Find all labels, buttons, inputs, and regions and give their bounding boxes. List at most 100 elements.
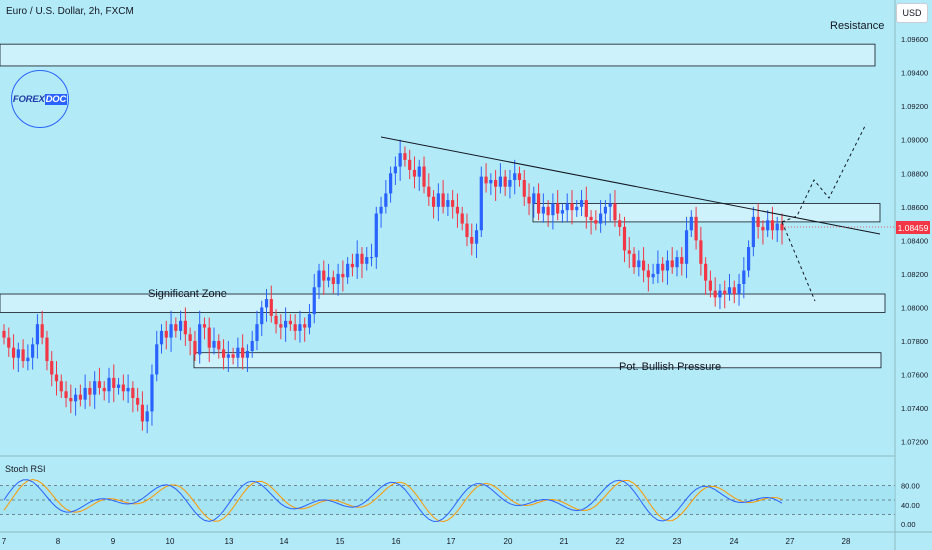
candle-body <box>431 196 436 207</box>
candle-body <box>274 315 278 325</box>
candle-body <box>412 169 417 177</box>
stoch-tick-label: 40.00 <box>901 501 920 510</box>
bearish-projection <box>781 221 816 302</box>
price-tick-label: 1.07800 <box>901 337 928 346</box>
candle-body <box>551 203 555 216</box>
candle-body <box>723 290 727 295</box>
symbol-title[interactable]: Euro / U.S. Dollar, 2h, FXCM <box>6 6 134 17</box>
candle-body <box>651 273 655 278</box>
candle-body <box>408 159 412 170</box>
candle-body <box>207 327 211 348</box>
candle-body <box>737 283 741 295</box>
resistance-label: Resistance <box>830 20 885 32</box>
candle-body <box>150 374 154 412</box>
candle-body <box>45 337 49 362</box>
stoch-k-line <box>3 479 783 522</box>
candle-body <box>565 203 569 211</box>
candle-body <box>661 263 665 271</box>
forexdoc-logo: FOREXDOC <box>11 70 69 128</box>
price-tick-label: 1.08600 <box>901 203 928 212</box>
candle-body <box>451 200 455 207</box>
candle-body <box>212 340 216 348</box>
time-tick-label: 9 <box>111 537 116 546</box>
candle-body <box>403 153 407 160</box>
price-tick-label: 1.08800 <box>901 169 928 178</box>
time-tick-label: 28 <box>842 537 851 546</box>
candle-body <box>622 226 627 251</box>
candle-body <box>83 387 87 400</box>
candle-body <box>145 411 149 422</box>
candle-body <box>116 384 121 388</box>
candle-body <box>174 324 178 331</box>
candle-body <box>2 330 6 338</box>
zone-box <box>193 352 882 369</box>
candle-body <box>360 253 364 264</box>
trendline <box>380 136 881 235</box>
candle-body <box>589 216 593 221</box>
candle-body <box>231 354 235 358</box>
candle-body <box>97 381 102 388</box>
candle-body <box>522 179 526 197</box>
zone-box <box>0 43 876 67</box>
candle-body <box>221 349 226 358</box>
candle-body <box>35 324 40 345</box>
candle-body <box>599 213 603 224</box>
candle-body <box>40 324 44 338</box>
time-tick-label: 14 <box>280 537 289 546</box>
candle-body <box>718 290 722 298</box>
candle-body <box>317 270 321 288</box>
current-price-label: 1.08459 <box>896 221 930 234</box>
stoch-tick-label: 80.00 <box>901 482 920 491</box>
candle-body <box>613 203 617 221</box>
time-tick-label: 27 <box>786 537 795 546</box>
candle-body <box>632 253 636 268</box>
candle-body <box>517 173 522 180</box>
bullish-projection <box>781 123 867 223</box>
candle-body <box>699 240 703 264</box>
candle-body <box>427 186 431 197</box>
time-tick-label: 21 <box>560 537 569 546</box>
candle-body <box>169 324 173 338</box>
candle-body <box>64 391 68 398</box>
candle-body <box>665 260 670 271</box>
stoch-tick-label: 0.00 <box>901 520 916 529</box>
candle-body <box>766 220 770 231</box>
stoch-d-line <box>3 478 783 523</box>
candle-body <box>575 206 579 211</box>
candle-body <box>126 387 130 392</box>
candle-body <box>50 361 54 375</box>
candle-body <box>560 210 565 214</box>
candle-body <box>441 193 445 207</box>
candle-body <box>680 257 684 264</box>
candle-body <box>446 200 450 207</box>
candle-body <box>350 263 355 268</box>
price-tick-label: 1.09600 <box>901 35 928 44</box>
candle-body <box>255 324 259 341</box>
candle-body <box>260 307 264 325</box>
candle-body <box>140 404 145 422</box>
candle-body <box>136 397 140 405</box>
candle-body <box>422 166 426 187</box>
candle-body <box>713 290 717 298</box>
candle-body <box>489 179 493 184</box>
candle-body <box>78 394 82 400</box>
candle-body <box>112 377 116 388</box>
candle-body <box>584 200 588 217</box>
candle-body <box>102 387 106 392</box>
candle-body <box>193 340 197 355</box>
candle-body <box>646 270 650 278</box>
currency-button[interactable]: USD <box>896 3 928 23</box>
time-tick-label: 8 <box>56 537 61 546</box>
price-tick-label: 1.09400 <box>901 69 928 78</box>
candle-body <box>284 320 288 328</box>
price-tick-label: 1.09000 <box>901 136 928 145</box>
candle-body <box>93 381 97 395</box>
candle-body <box>637 260 641 268</box>
candle-body <box>155 344 159 375</box>
candle-body <box>398 153 402 167</box>
candle-body <box>307 314 312 328</box>
candle-body <box>164 330 168 338</box>
candle-body <box>365 257 369 264</box>
